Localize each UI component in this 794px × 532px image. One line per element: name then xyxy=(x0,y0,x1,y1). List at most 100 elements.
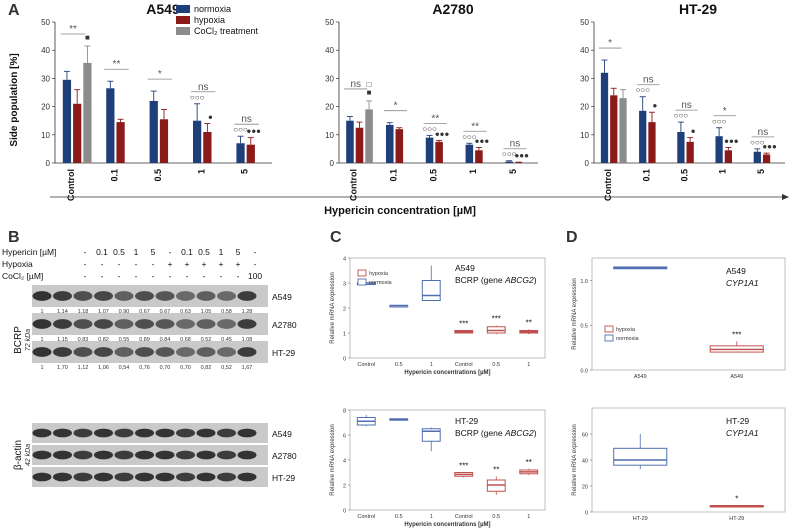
category-label: Control xyxy=(66,169,76,201)
marker-symbol: ● xyxy=(691,127,696,136)
marker-symbol: ●●● xyxy=(435,129,450,138)
bar-hypoxia xyxy=(246,144,255,163)
wb-row-label: Hypericin [µM] xyxy=(2,247,57,257)
category-label: 1 xyxy=(196,169,206,174)
plot-title-cell: HT-29 xyxy=(726,416,749,426)
marker-symbol: ○○○ xyxy=(462,132,477,141)
bar-hypoxia xyxy=(159,119,169,163)
category-label: A549 xyxy=(730,374,743,380)
blot-band xyxy=(217,472,236,482)
y-tick-label: 20 xyxy=(41,103,50,112)
bar-normoxia xyxy=(346,120,354,163)
blot-band xyxy=(196,428,216,438)
western-blots: A549 1 1,14 1,18 1,07 0,90 0,67 0,67 0,63 1,05 0,5… xyxy=(13,285,297,487)
blot-band xyxy=(94,472,113,482)
y-tick-label: 40 xyxy=(582,459,588,465)
wb-lane-value: 0.5 xyxy=(113,247,125,257)
y-tick-label: 50 xyxy=(580,18,589,27)
blot-quant-value: 0,63 xyxy=(180,309,191,315)
y-tick-label: 30 xyxy=(41,74,50,83)
blot-band xyxy=(32,450,52,460)
blot-band xyxy=(53,472,72,482)
category-label: 0.5 xyxy=(492,362,500,368)
blot-quant-value: 0,89 xyxy=(139,337,150,343)
blot-band xyxy=(32,428,52,438)
blot-band xyxy=(237,450,257,460)
boxplot-chart: 0 2 4 6 8 Control 0.5 1 Control *** 0.5 ** 1 ** xyxy=(343,409,546,520)
blot-quant-value: 1,14 xyxy=(57,309,68,315)
bar-chart-2: HT-2901020304050Control*0.1ns0.5ns1*5ns○… xyxy=(580,1,785,201)
category-label: 0.5 xyxy=(428,169,438,182)
marker-symbol: ● xyxy=(208,113,213,122)
category-label: 1 xyxy=(430,362,433,368)
blot-band xyxy=(176,347,195,357)
wb-lane-value: - xyxy=(254,259,257,269)
significance-label: ns xyxy=(510,139,521,150)
bar-normoxia xyxy=(715,136,723,163)
blot-band xyxy=(155,291,175,301)
bar-normoxia xyxy=(62,79,72,163)
wb-lane-value: - xyxy=(152,271,155,281)
panel-d: D 0.0 0.5 1.0 A549 A549 *** 0 20 40 60 HT-29 HT-29 *… xyxy=(566,229,786,522)
blot-band xyxy=(155,472,175,482)
boxplot-chart: 0 20 40 60 HT-29 HT-29 * xyxy=(582,407,786,522)
blot-band xyxy=(94,319,113,329)
significance-label: ** xyxy=(431,113,439,124)
legend-label: normoxia xyxy=(616,336,640,342)
y-tick-label: 30 xyxy=(580,74,589,83)
blot-quant-value: 1,12 xyxy=(78,365,89,371)
plot-frame xyxy=(349,409,546,511)
blot-quant-value: 1 xyxy=(40,365,43,371)
blot-band xyxy=(73,472,93,482)
wb-lane-value: - xyxy=(84,247,87,257)
marker-symbol: ■ xyxy=(85,33,90,42)
wb-lane-value: + xyxy=(236,259,241,269)
blot-band xyxy=(176,319,195,329)
bar-hypoxia xyxy=(395,129,404,163)
blot-band xyxy=(237,291,257,301)
blot-cell-label: A2780 xyxy=(272,451,297,461)
blot-band xyxy=(114,319,134,329)
x-axis-title: Hypericin concentrations [µM] xyxy=(404,370,490,376)
category-label: 0.5 xyxy=(492,514,500,520)
x-arrow-head xyxy=(782,194,789,200)
significance-label: *** xyxy=(732,330,741,339)
blot-band xyxy=(196,472,216,482)
blot-band xyxy=(217,347,236,357)
category-label: Control xyxy=(455,514,473,520)
significance-label: *** xyxy=(459,462,468,471)
wb-lane-value: 5 xyxy=(236,247,241,257)
legend-label: hypoxia xyxy=(616,327,636,333)
blot-quant-value: 0,52 xyxy=(221,365,232,371)
y-tick-label: 10 xyxy=(325,131,334,140)
wb-lane-value: - xyxy=(186,271,189,281)
bar-normoxia xyxy=(149,100,158,163)
blot-band xyxy=(196,450,216,460)
y-tick-label: 50 xyxy=(41,18,50,27)
legend-swatch xyxy=(357,278,367,286)
panel-c: C 0 1 2 3 4 Control 0.5 1 Control *** 0.5 *** 1 ** 0 2 4… xyxy=(330,229,546,528)
wb-lane-value: + xyxy=(168,259,173,269)
bar-hypoxia xyxy=(686,141,694,163)
wb-lane-value: - xyxy=(118,259,121,269)
y-tick-label: 2 xyxy=(343,307,346,313)
category-label: 0.5 xyxy=(395,362,403,368)
category-label: Control xyxy=(349,169,359,201)
blot-cell-label: HT-29 xyxy=(272,473,295,483)
blot-band xyxy=(114,450,134,460)
marker-symbol: ●●● xyxy=(247,127,262,136)
bar-normoxia xyxy=(753,151,761,163)
significance-label: ns xyxy=(198,82,209,93)
bar-hypoxia xyxy=(610,95,618,163)
actin-kda-label: 42 kDa xyxy=(25,444,32,466)
chart-title: A2780 xyxy=(432,1,473,17)
actin-label: β-actin xyxy=(13,440,24,470)
marker-symbol: ○○○ xyxy=(422,124,437,133)
y-tick-label: 6 xyxy=(343,434,346,440)
significance-label: *** xyxy=(459,320,468,329)
blot-band xyxy=(73,450,93,460)
wb-lane-value: - xyxy=(203,271,206,281)
marker-symbol: ●●● xyxy=(724,136,739,145)
